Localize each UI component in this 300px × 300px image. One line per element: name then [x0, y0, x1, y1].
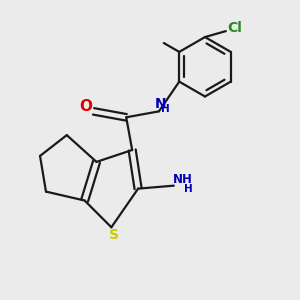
Text: H: H [184, 184, 193, 194]
Text: O: O [80, 99, 93, 114]
Text: H: H [161, 104, 170, 114]
Text: S: S [109, 228, 119, 242]
Text: NH: NH [173, 173, 193, 186]
Text: N: N [154, 97, 166, 111]
Text: Cl: Cl [227, 21, 242, 35]
